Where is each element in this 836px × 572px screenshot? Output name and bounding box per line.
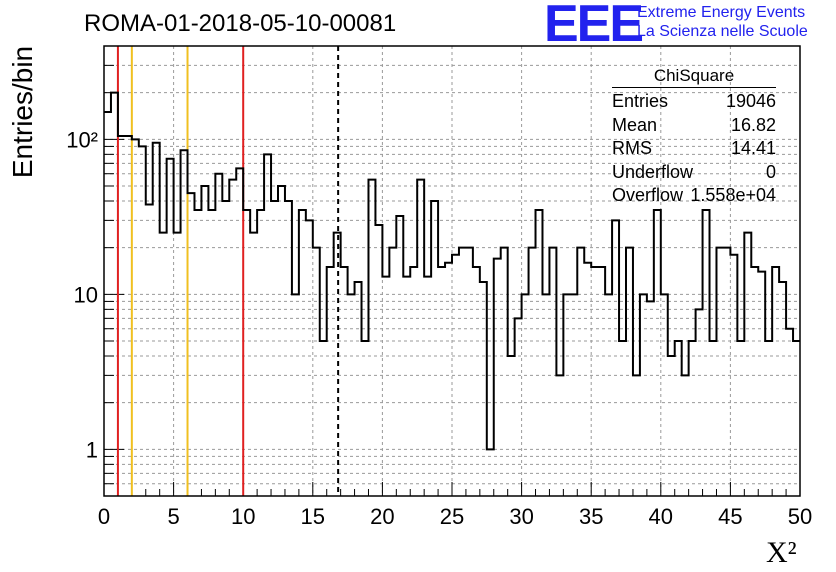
x-tick-label: 45 [718, 504, 742, 529]
x-tick-label: 50 [788, 504, 812, 529]
stats-row-mean: Mean 16.82 [612, 114, 776, 138]
stats-value: 19046 [725, 91, 776, 111]
tick-labels: 0 5 10 15 20 25 30 35 40 45 50 1 10 10² [66, 127, 812, 529]
x-tick-label: 20 [370, 504, 394, 529]
x-tick-label: 30 [509, 504, 533, 529]
eee-logo: EEE [544, 0, 644, 53]
x-tick-label: 10 [231, 504, 255, 529]
stats-box: ChiSquare Entries 19046 Mean 16.82 RMS 14.4… [612, 66, 776, 208]
logo-line-1: Extreme Energy Events [637, 4, 806, 21]
stats-value: 0 [765, 161, 776, 182]
x-tick-label: 15 [301, 504, 325, 529]
stats-value: 14.41 [730, 138, 776, 158]
stats-row-underflow: Underflow 0 [612, 161, 776, 185]
x-tick-label: 0 [98, 504, 110, 529]
y-tick-label: 10² [66, 127, 98, 152]
stats-label: Underflow [612, 161, 694, 182]
x-tick-label: 5 [167, 504, 179, 529]
cut-lines [116, 46, 340, 496]
x-tick-label: 40 [649, 504, 673, 529]
x-tick-label: 25 [440, 504, 464, 529]
stats-label: Entries [612, 91, 669, 111]
stats-label: Overflow [612, 185, 684, 205]
histogram-line [104, 91, 800, 451]
plot-frame [103, 45, 801, 497]
stats-title: ChiSquare [612, 66, 776, 88]
stats-row-overflow: Overflow 1.558e+04 [612, 184, 776, 208]
logo-line-2: La Scienza nelle Scuole [637, 23, 808, 40]
stats-row-entries: Entries 19046 [612, 90, 776, 114]
x-tick-label: 35 [579, 504, 603, 529]
stats-row-rms: RMS 14.41 [612, 137, 776, 161]
y-tick-label: 10 [74, 282, 98, 307]
x-axis-label: X² [766, 536, 797, 569]
stats-label: Mean [612, 114, 658, 135]
stats-label: RMS [612, 138, 652, 158]
stats-value: 1.558e+04 [690, 185, 776, 205]
chart-title: ROMA-01-2018-05-10-00081 [84, 10, 397, 37]
y-axis-label: Entries/bin [7, 45, 38, 179]
stats-value: 16.82 [730, 114, 776, 135]
y-tick-label: 1 [86, 437, 98, 462]
